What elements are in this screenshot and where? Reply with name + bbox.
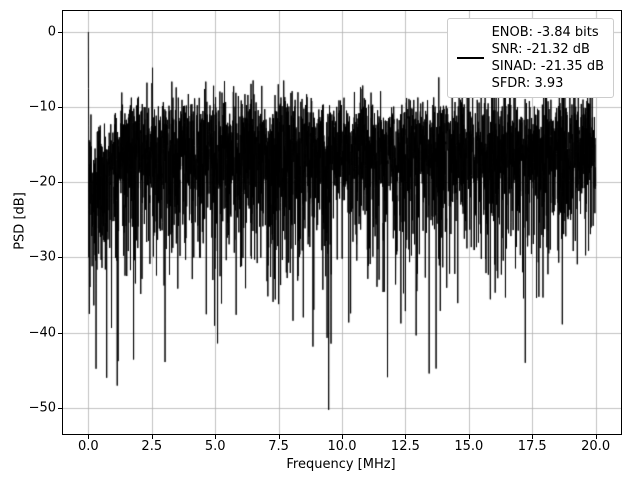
- tick-mark: [58, 107, 62, 109]
- tick-mark: [468, 435, 470, 439]
- legend-enob: ENOB: -3.84 bits: [491, 25, 599, 40]
- y-tick-label: −50: [28, 400, 56, 416]
- tick-mark: [58, 32, 62, 34]
- y-tick-label: 0: [47, 24, 56, 40]
- legend-text-block: ENOB: -3.84 bits SNR: -21.32 dB SINAD: -…: [492, 24, 604, 92]
- legend-line-sample-icon: [456, 57, 484, 59]
- x-tick-label: 20.0: [581, 439, 611, 454]
- x-tick-label: 10.0: [327, 439, 357, 454]
- y-axis-label: PSD [dB]: [12, 192, 28, 250]
- x-axis-label: Frequency [MHz]: [286, 457, 396, 472]
- x-tick-label: 12.5: [390, 439, 420, 454]
- tick-mark: [58, 182, 62, 184]
- y-tick-label: −20: [28, 174, 56, 190]
- x-tick-label: 0.0: [78, 439, 99, 454]
- legend-snr: SNR: -21.32 dB: [491, 42, 590, 57]
- x-tick-label: 5.0: [204, 439, 226, 454]
- tick-mark: [151, 435, 153, 439]
- legend-sinad: SINAD: -21.35 dB: [491, 59, 604, 74]
- tick-mark: [278, 435, 280, 439]
- tick-mark: [595, 435, 597, 439]
- tick-mark: [88, 435, 90, 439]
- y-tick-label: −10: [28, 99, 56, 115]
- tick-mark: [58, 257, 62, 259]
- tick-mark: [342, 435, 343, 439]
- x-tick-label: 17.5: [517, 439, 547, 454]
- x-tick-label: 2.5: [141, 439, 163, 454]
- tick-mark: [58, 332, 62, 334]
- y-tick-label: −30: [28, 249, 56, 265]
- x-tick-label: 15.0: [454, 439, 484, 454]
- tick-mark: [215, 435, 217, 439]
- legend: ENOB: -3.84 bits SNR: -21.32 dB SINAD: -…: [446, 18, 614, 98]
- tick-mark: [405, 435, 407, 439]
- tick-mark: [58, 407, 62, 409]
- y-tick-label: −40: [28, 325, 56, 341]
- legend-sfdr: SFDR: 3.93: [491, 76, 564, 91]
- x-tick-label: 7.5: [268, 439, 289, 454]
- plot-area: ENOB: -3.84 bits SNR: -21.32 dB SINAD: -…: [62, 10, 622, 435]
- tick-mark: [532, 435, 534, 439]
